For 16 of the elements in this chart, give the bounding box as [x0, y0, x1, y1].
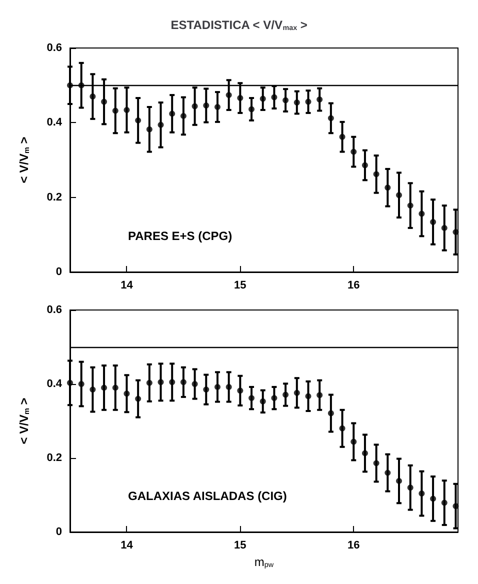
y-tick-label: 0.6	[46, 42, 62, 54]
y-tick-label: 0.6	[46, 304, 62, 316]
annotation: GALAXIAS AISLADAS (CIG)	[128, 489, 287, 503]
x-tick-label: 16	[348, 540, 360, 552]
y-tick-label: 0	[56, 526, 62, 538]
y-tick-label: 0.4	[46, 378, 63, 390]
annotation: PARES E+S (CPG)	[128, 229, 232, 243]
x-tick-label: 15	[234, 540, 246, 552]
x-tick-label: 14	[120, 540, 134, 552]
y-tick-label: 0	[56, 266, 62, 278]
y-tick-label: 0.2	[46, 191, 62, 204]
y-tick-label: 0.4	[46, 116, 63, 129]
y-tick-label: 0.2	[46, 452, 62, 464]
x-tick-label: 14	[120, 280, 134, 292]
x-tick-label: 15	[234, 280, 246, 292]
x-tick-label: 16	[348, 280, 360, 292]
